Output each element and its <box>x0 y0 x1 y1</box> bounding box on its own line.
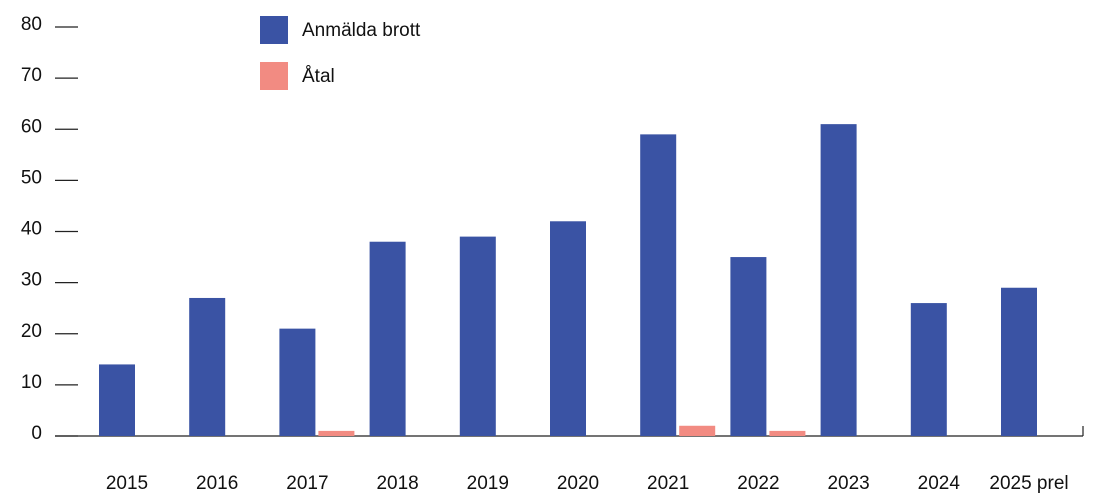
x-tick-label: 2025 prel <box>989 473 1068 493</box>
x-tick-label: 2017 <box>286 473 328 493</box>
bar <box>459 236 496 436</box>
y-tick-label: 30 <box>21 270 42 291</box>
legend-label: Åtal <box>302 66 335 87</box>
x-tick-label: 2020 <box>557 473 599 493</box>
x-tick-label: 2024 <box>918 473 961 493</box>
bar <box>1001 287 1037 436</box>
bar <box>679 425 716 436</box>
bar <box>369 241 406 436</box>
legend-swatch <box>260 62 288 90</box>
x-tick-label: 2016 <box>196 473 238 493</box>
bar <box>640 134 677 437</box>
bar <box>820 124 857 436</box>
bar <box>189 297 226 436</box>
y-tick-label: 0 <box>31 423 42 444</box>
bar <box>730 257 767 436</box>
x-tick-label: 2015 <box>106 473 148 493</box>
x-tick-label: 2021 <box>647 473 689 493</box>
bar <box>769 430 806 436</box>
x-tick-label: 2022 <box>737 473 779 493</box>
y-tick-label: 50 <box>21 167 42 188</box>
y-tick-label: 60 <box>21 116 42 137</box>
bar <box>318 430 355 436</box>
x-tick-label: 2023 <box>827 473 869 493</box>
bar <box>279 328 316 436</box>
y-tick-label: 20 <box>21 321 42 342</box>
x-tick-label: 2018 <box>376 473 418 493</box>
y-tick-label: 10 <box>21 372 42 393</box>
bar <box>550 221 586 436</box>
legend-swatch <box>260 16 288 44</box>
legend-label: Anmälda brott <box>302 20 421 41</box>
y-tick-label: 70 <box>21 65 42 86</box>
x-tick-label: 2019 <box>467 473 509 493</box>
y-tick-label: 80 <box>21 14 42 35</box>
y-tick-label: 40 <box>21 219 42 240</box>
bar <box>910 303 947 436</box>
bar <box>99 364 135 436</box>
